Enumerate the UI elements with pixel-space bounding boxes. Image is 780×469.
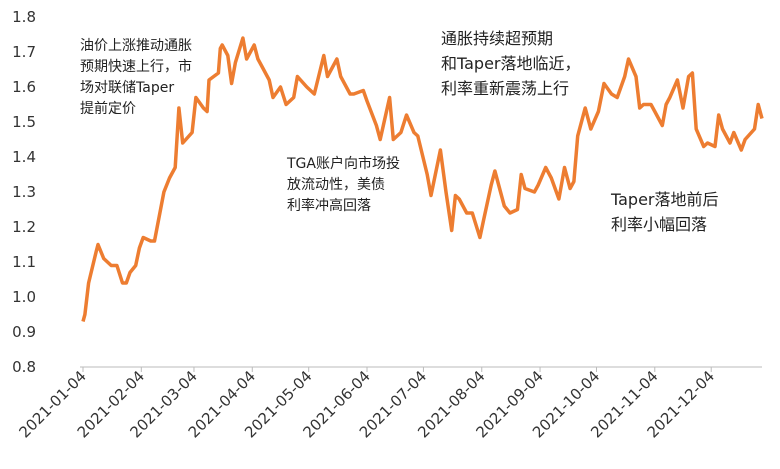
annotation: TGA账户向市场投 <box>286 155 400 172</box>
y-tick-label: 1.1 <box>12 253 36 271</box>
y-tick-label: 1.5 <box>12 113 36 131</box>
annotation: 放流动性，美债 <box>287 177 385 193</box>
annotation: 利率小幅回落 <box>611 215 707 234</box>
annotation: 提前定价 <box>80 100 136 117</box>
annotation: 通胀持续超预期 <box>441 29 553 48</box>
y-tick-label: 1.6 <box>12 78 36 96</box>
y-tick-label: 0.8 <box>12 358 36 376</box>
y-tick-label: 1.7 <box>12 43 36 61</box>
y-tick-label: 1.2 <box>12 218 36 236</box>
y-tick-label: 1.8 <box>12 8 36 26</box>
annotation: 场对联储Taper <box>80 80 174 96</box>
y-tick-label: 0.9 <box>12 323 36 341</box>
y-tick-label: 1.3 <box>12 183 36 201</box>
series-line <box>81 36 764 322</box>
annotation: 利率重新震荡上行 <box>441 79 569 98</box>
annotation: 油价上涨推动通胀 <box>80 38 192 54</box>
annotation: 和Taper落地临近， <box>441 54 581 73</box>
annotation: 预期快速上行，市 <box>80 58 192 75</box>
annotation: Taper落地前后 <box>610 190 719 209</box>
annotation: 利率冲高回落 <box>287 197 371 214</box>
y-tick-label: 1.4 <box>12 148 36 166</box>
y-tick-label: 1.0 <box>12 288 36 306</box>
